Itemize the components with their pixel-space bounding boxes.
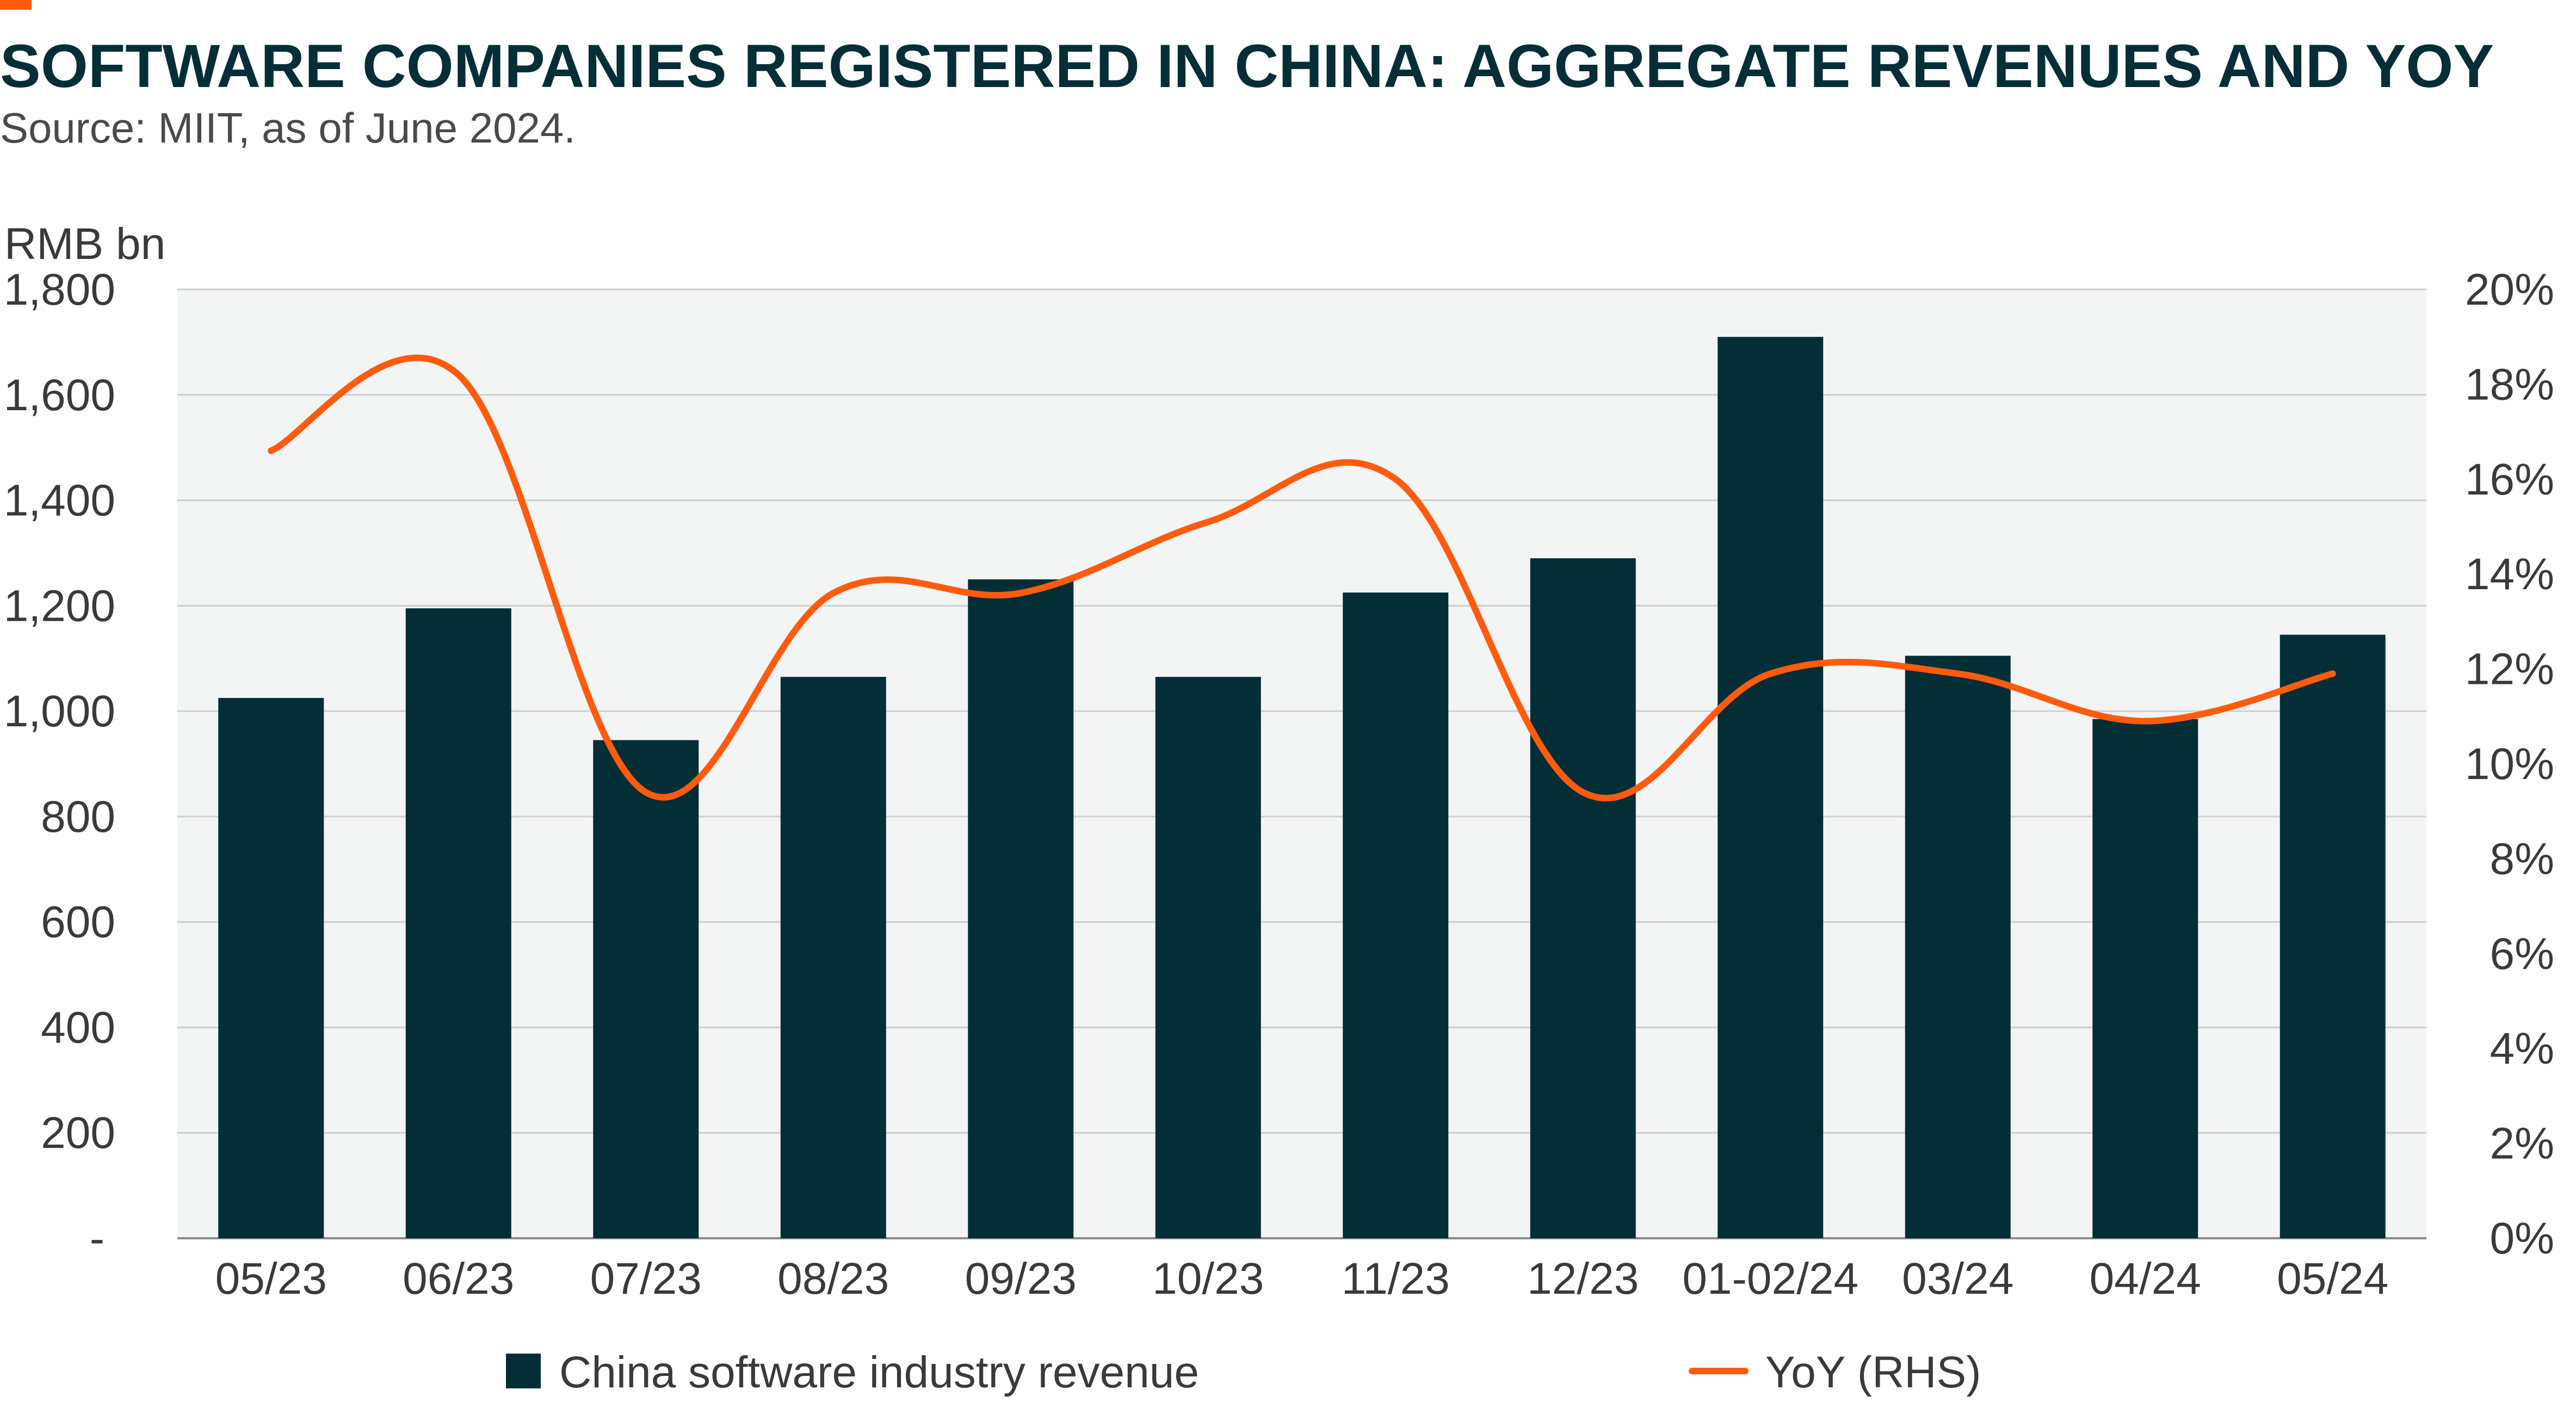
- right-tick-label: 2%: [2489, 1119, 2554, 1169]
- yoy-line: [268, 354, 2336, 802]
- title-accent: [0, 0, 32, 10]
- left-tick-label: 800: [41, 792, 115, 842]
- right-tick-label: 10%: [2465, 739, 2554, 789]
- legend: China software industry revenue YoY (RHS…: [506, 1348, 1981, 1397]
- right-tick-label: 4%: [2489, 1024, 2554, 1073]
- x-tick-label: 05/24: [2277, 1254, 2388, 1304]
- x-axis-ticks: 05/23 06/23 07/23 08/23 09/23 10/23 11/23 12/23…: [215, 1254, 2389, 1304]
- revenue-bar: [1155, 677, 1261, 1238]
- legend-line-label: YoY (RHS): [1765, 1348, 1981, 1397]
- revenue-bar: [2280, 634, 2386, 1238]
- right-tick-label: 14%: [2465, 549, 2554, 599]
- revenue-bar: [1905, 656, 2011, 1238]
- left-tick-label: 1,800: [4, 265, 115, 314]
- right-tick-label: 20%: [2465, 265, 2554, 314]
- revenue-bar: [2092, 719, 2198, 1238]
- x-tick-label: 11/23: [1342, 1254, 1450, 1304]
- x-tick-label: 01-02/24: [1682, 1254, 1858, 1304]
- bars: [218, 337, 2386, 1239]
- left-axis-ticks: - 200 400 600 800 1,000 1,200 1,400 1,600 1,800: [4, 265, 115, 1263]
- left-tick-label: 1,600: [4, 370, 115, 420]
- revenue-bar: [218, 697, 324, 1238]
- plot-background: [177, 289, 2426, 1238]
- x-tick-label: 09/23: [965, 1254, 1077, 1304]
- left-tick-label: 400: [41, 1003, 115, 1052]
- y-axis-label: RMB bn: [4, 219, 165, 269]
- revenue-bar: [780, 677, 886, 1238]
- revenue-bar: [593, 740, 699, 1238]
- right-tick-label: 8%: [2489, 834, 2554, 884]
- right-axis-ticks: 0% 2% 4% 6% 8% 10% 12% 14% 16% 18% 20%: [2465, 265, 2554, 1263]
- left-tick-label: 600: [41, 898, 115, 947]
- yoy-line-layer: [268, 354, 2336, 802]
- right-tick-label: 18%: [2465, 360, 2554, 409]
- left-tick-label: 1,200: [4, 581, 115, 631]
- chart-subtitle: Source: MIIT, as of June 2024.: [0, 104, 576, 152]
- x-tick-label: 08/23: [777, 1254, 889, 1304]
- x-tick-label: 04/24: [2090, 1254, 2201, 1304]
- x-tick-label: 12/23: [1527, 1254, 1639, 1304]
- left-tick-label: 1,000: [4, 687, 115, 736]
- x-tick-label: 03/24: [1902, 1254, 2013, 1304]
- revenue-bar: [1343, 592, 1449, 1238]
- x-tick-label: 07/23: [590, 1254, 702, 1304]
- right-tick-label: 12%: [2465, 645, 2554, 694]
- revenue-bar: [1530, 558, 1636, 1238]
- right-tick-label: 6%: [2489, 929, 2554, 979]
- left-tick-label: 200: [41, 1108, 115, 1158]
- legend-bar-label: China software industry revenue: [559, 1348, 1199, 1397]
- revenue-bar: [968, 579, 1074, 1238]
- x-tick-label: 06/23: [403, 1254, 514, 1304]
- gridlines: [177, 288, 2426, 1239]
- legend-bar-swatch: [506, 1354, 541, 1388]
- left-tick-label: -: [90, 1214, 104, 1263]
- right-tick-label: 16%: [2465, 455, 2554, 504]
- revenue-bar: [405, 608, 511, 1238]
- chart-title: SOFTWARE COMPANIES REGISTERED IN CHINA: …: [0, 32, 2494, 100]
- x-tick-label: 10/23: [1152, 1254, 1264, 1304]
- left-tick-label: 1,400: [4, 476, 115, 526]
- right-tick-label: 0%: [2489, 1214, 2554, 1263]
- revenue-bar: [1718, 337, 1824, 1239]
- x-tick-label: 05/23: [215, 1254, 327, 1304]
